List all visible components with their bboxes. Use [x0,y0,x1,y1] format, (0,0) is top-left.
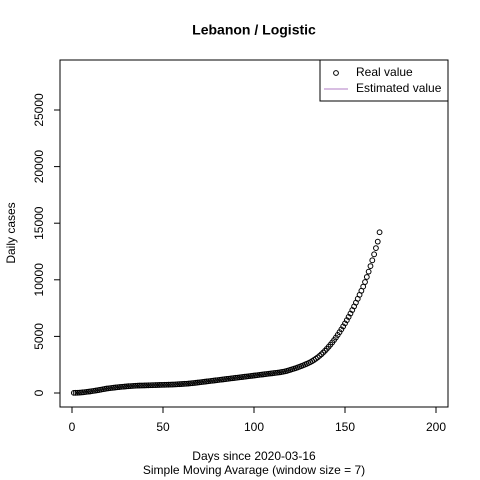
point [376,229,383,236]
point [136,382,143,389]
point [72,389,79,396]
y-tick-label: 5000 [32,323,46,350]
point [167,381,174,388]
point [176,381,183,388]
y-tick-label: 20000 [32,150,46,184]
point [338,326,345,333]
chart-title: Lebanon / Logistic [192,22,316,38]
legend-box [319,59,449,102]
point [141,382,148,389]
point [70,389,77,396]
plot-frame [59,59,449,408]
y-tick-label: 25000 [32,93,46,127]
point [160,381,166,388]
legend-label: Real value [356,65,413,79]
point [180,381,186,387]
point [140,382,146,389]
point [365,268,372,275]
point [143,382,150,389]
point [132,382,139,389]
point [163,381,170,388]
y-tick-label: 15000 [32,206,46,240]
x-tick-label: 50 [156,420,170,434]
x-tick-label: 150 [335,420,355,434]
point [172,381,179,388]
point [151,382,157,389]
point [161,381,168,388]
point [74,389,81,396]
point [171,381,177,388]
point [362,279,368,285]
point [174,381,181,388]
point [130,382,137,389]
point [127,383,134,389]
point [169,381,176,388]
x-tick-label: 200 [426,420,446,434]
y-tick-label: 10000 [32,263,46,297]
point [371,251,378,258]
y-axis-label: Daily cases [4,202,18,263]
subtitle: Simple Moving Avarage (window size = 7) [143,463,365,477]
point [149,382,155,389]
x-axis-label: Days since 2020-03-16 [192,449,316,463]
point [145,382,152,389]
point [181,380,188,387]
point [367,263,374,270]
point [129,383,135,389]
point [373,245,379,252]
legend-label: Estimated value [356,81,442,95]
point [340,323,347,330]
point [369,257,376,264]
point [374,238,381,245]
point [178,381,185,387]
x-tick-label: 0 [69,420,76,434]
point [125,383,132,390]
point [320,349,327,356]
point [156,382,163,388]
point [363,274,370,280]
point [165,381,172,388]
point [138,382,145,389]
y-tick-label: 0 [32,389,46,396]
point [154,382,161,388]
point [147,382,154,389]
point [152,382,159,388]
legend-marker [333,70,339,76]
point [134,382,141,389]
x-tick-label: 100 [244,420,264,434]
point [158,382,165,388]
